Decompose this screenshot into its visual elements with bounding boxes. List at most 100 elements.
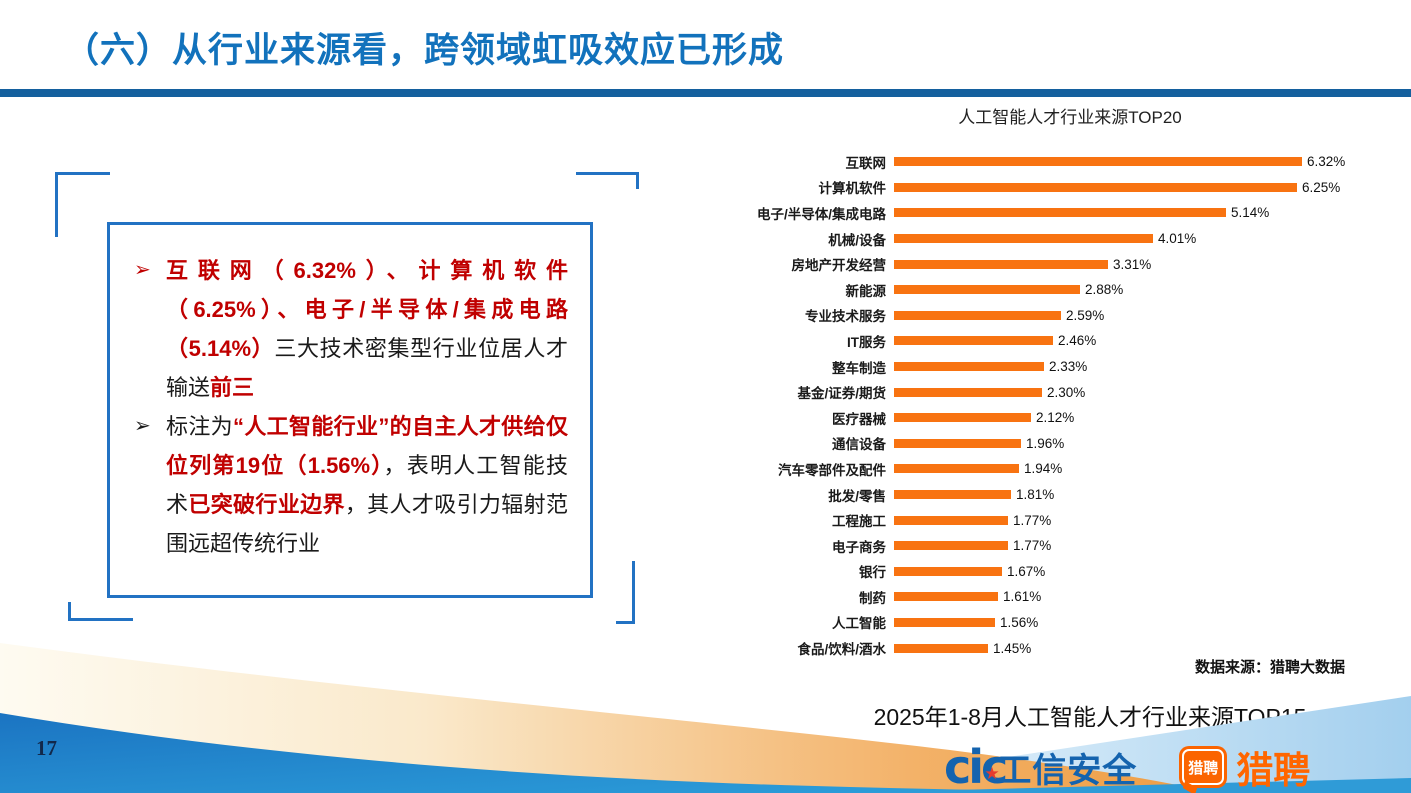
bar-category-label: 电子商务 (832, 539, 886, 555)
bullet-text-segment: “人工智能行业”的自主人才供给仅位列第19位（1.56%） (166, 414, 568, 478)
page-number: 17 (36, 736, 57, 760)
bar (894, 617, 995, 627)
cic-logo: cic ★ 工信安全 (944, 740, 1138, 793)
chart-row: 工程施工 1.77% (750, 507, 1410, 533)
bullet-arrow-icon: ➢ (134, 259, 151, 281)
bar (894, 541, 1008, 551)
bar-value-label: 1.77% (1013, 538, 1052, 554)
bar-category-label: 电子/半导体/集成电路 (756, 206, 886, 222)
bullet-text-segment: 互联网（6.32%）、计算机软件（6.25%）、电子/半导体/集成电路（5.14… (166, 258, 568, 361)
chart-row: 机械/设备 4.01% (750, 226, 1410, 252)
liepin-logo: 猎聘 猎聘 (1179, 740, 1310, 793)
bar-value-label: 1.94% (1024, 461, 1063, 477)
cic-logo-label: 工信安全 (997, 751, 1138, 790)
bar-value-label: 4.01% (1158, 231, 1197, 247)
bar (894, 643, 988, 653)
bar (894, 182, 1297, 192)
bar-category-label: 专业技术服务 (805, 309, 886, 325)
chart-row: IT服务 2.46% (750, 328, 1410, 354)
bullet-item-2: ➢ 标注为“人工智能行业”的自主人才供给仅位列第19位（1.56%），表明人工智能… (134, 407, 568, 563)
bullet-item-1: ➢ 互联网（6.32%）、计算机软件（6.25%）、电子/半导体/集成电路（5.1… (134, 251, 568, 407)
bar-category-label: 基金/证券/期货 (797, 386, 886, 402)
bar-category-label: 房地产开发经营 (791, 258, 887, 274)
bar (894, 157, 1302, 167)
bar-chart: 互联网 6.32% 计算机软件 6.25% 电子/半导体/集成电路 5.14% 机械/设备 4… (750, 149, 1410, 661)
bar-value-label: 2.30% (1047, 384, 1086, 400)
chart-row: 专业技术服务 2.59% (750, 303, 1410, 329)
bullet-text-segment: 标注为 (166, 414, 233, 439)
bar-category-label: 整车制造 (832, 360, 886, 376)
bar (894, 234, 1153, 244)
bar-value-label: 1.56% (1000, 614, 1039, 630)
liepin-bubble-text: 猎聘 (1182, 749, 1225, 785)
bullet-text-segment: 已突破行业边界 (188, 492, 345, 517)
bar (894, 515, 1008, 525)
bullet-text-segment: ，其人才吸引力辐射范围远超传统行业 (166, 492, 568, 556)
bar (894, 208, 1226, 218)
bar-category-label: 人工智能 (832, 616, 886, 632)
bullet-text-segment: ，表明人工智能技术 (166, 453, 568, 517)
page-title: （六）从行业来源看，跨领域虹吸效应已形成 (64, 31, 785, 70)
bar-category-label: 互联网 (845, 155, 887, 171)
bar (894, 592, 998, 602)
bar-category-label: 银行 (859, 565, 886, 581)
bar-category-label: IT服务 (847, 334, 886, 350)
footer-swoosh-blue (0, 713, 1195, 793)
bullet-arrow-icon: ➢ (134, 415, 151, 437)
chart-row: 食品/饮料/酒水 1.45% (750, 635, 1410, 661)
bar (894, 438, 1021, 448)
bar-category-label: 食品/饮料/酒水 (797, 642, 886, 658)
footer-strip-blue (840, 778, 1411, 793)
bar-category-label: 工程施工 (832, 514, 886, 530)
bullet-text-segment: 前三 (210, 375, 255, 400)
corner-bracket-bottom-right (616, 561, 635, 624)
bar-value-label: 1.96% (1026, 435, 1065, 451)
chart-row: 计算机软件 6.25% (750, 175, 1410, 201)
footer-logos: cic ★ 工信安全 猎聘 猎聘 (944, 740, 1310, 793)
corner-bracket-bottom-left (68, 602, 133, 621)
bar-category-label: 批发/零售 (828, 488, 886, 504)
bar-value-label: 2.46% (1058, 333, 1097, 349)
chart-row: 医疗器械 2.12% (750, 405, 1410, 431)
chart-row: 批发/零售 1.81% (750, 482, 1410, 508)
bar (894, 336, 1053, 346)
chart-row: 制药 1.61% (750, 584, 1410, 610)
bar (894, 566, 1002, 576)
bar-category-label: 机械/设备 (828, 232, 886, 248)
title-rule (0, 89, 1411, 97)
bar-value-label: 2.59% (1066, 307, 1105, 323)
bar-value-label: 2.88% (1085, 282, 1124, 298)
bar-value-label: 3.31% (1113, 256, 1152, 272)
chart-row: 电子商务 1.77% (750, 533, 1410, 559)
bar-category-label: 汽车零部件及配件 (778, 462, 886, 478)
bar-category-label: 计算机软件 (818, 181, 887, 197)
bar-value-label: 1.67% (1007, 563, 1046, 579)
bar-value-label: 2.33% (1049, 359, 1088, 375)
bar-value-label: 6.25% (1302, 179, 1341, 195)
bar (894, 387, 1042, 397)
bar (894, 490, 1011, 500)
bar-value-label: 2.12% (1036, 410, 1075, 426)
chart-row: 人工智能 1.56% (750, 610, 1410, 636)
bar-category-label: 医疗器械 (832, 411, 886, 427)
chart-source-note: 数据来源：猎聘大数据 (1194, 659, 1345, 676)
chart-row: 汽车零部件及配件 1.94% (750, 456, 1410, 482)
chart-row: 基金/证券/期货 2.30% (750, 379, 1410, 405)
bar-value-label: 1.81% (1016, 487, 1055, 503)
chart-row: 通信设备 1.96% (750, 431, 1410, 457)
chart-row: 银行 1.67% (750, 559, 1410, 585)
chart-row: 电子/半导体/集成电路 5.14% (750, 200, 1410, 226)
corner-bracket-top-right (576, 172, 639, 189)
bar-value-label: 6.32% (1307, 154, 1346, 170)
chart-title: 人工智能人才行业来源TOP20 (958, 108, 1182, 127)
bar (894, 464, 1019, 474)
bar (894, 362, 1044, 372)
bar (894, 310, 1061, 320)
corner-bracket-top-left (55, 172, 110, 237)
footer-artwork (0, 643, 1411, 793)
bar-value-label: 1.77% (1013, 512, 1052, 528)
chart-row: 新能源 2.88% (750, 277, 1410, 303)
liepin-bubble-icon: 猎聘 (1179, 746, 1228, 793)
bar-value-label: 1.45% (993, 640, 1032, 656)
